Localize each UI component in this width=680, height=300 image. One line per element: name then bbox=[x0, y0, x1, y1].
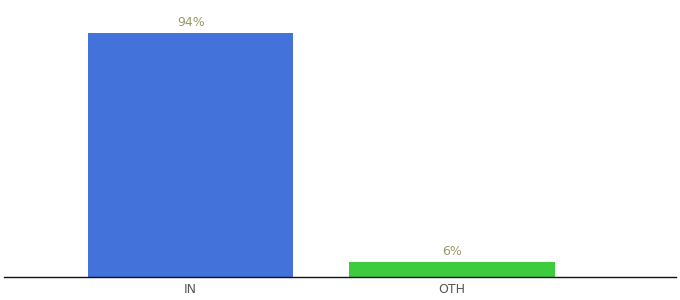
Bar bbox=[88, 33, 293, 277]
Text: 94%: 94% bbox=[177, 16, 205, 29]
Bar bbox=[350, 262, 555, 277]
Text: 6%: 6% bbox=[442, 245, 462, 258]
